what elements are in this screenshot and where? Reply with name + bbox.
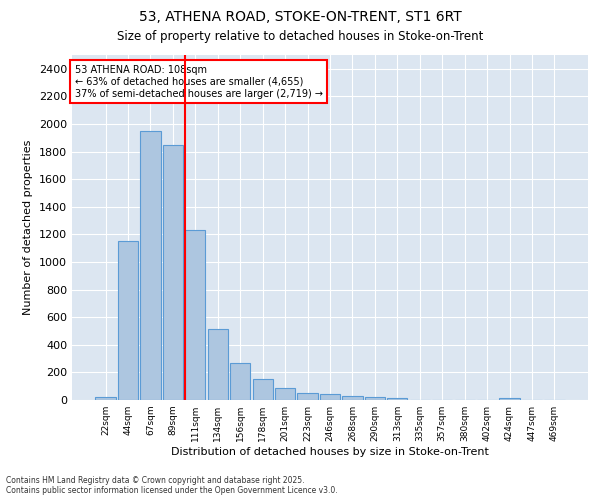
Bar (275, 388, 295, 400)
Bar (208, 329, 228, 400)
Bar (343, 396, 362, 400)
Text: Size of property relative to detached houses in Stoke-on-Trent: Size of property relative to detached ho… (117, 30, 483, 43)
Bar (365, 397, 385, 400)
Bar (118, 240, 138, 400)
Bar (298, 393, 317, 400)
Text: Contains HM Land Registry data © Crown copyright and database right 2025.
Contai: Contains HM Land Registry data © Crown c… (6, 476, 338, 495)
Bar (95, 396, 116, 400)
Text: 53 ATHENA ROAD: 108sqm
← 63% of detached houses are smaller (4,655)
37% of semi-: 53 ATHENA ROAD: 108sqm ← 63% of detached… (74, 66, 323, 98)
Bar (320, 394, 340, 400)
Y-axis label: Number of detached properties: Number of detached properties (23, 140, 34, 315)
X-axis label: Distribution of detached houses by size in Stoke-on-Trent: Distribution of detached houses by size … (171, 447, 489, 457)
Bar (140, 131, 161, 400)
Bar (499, 398, 520, 400)
Bar (387, 398, 407, 400)
Bar (253, 378, 273, 400)
Bar (163, 144, 183, 400)
Bar (185, 230, 205, 400)
Bar (230, 362, 250, 400)
Text: 53, ATHENA ROAD, STOKE-ON-TRENT, ST1 6RT: 53, ATHENA ROAD, STOKE-ON-TRENT, ST1 6RT (139, 10, 461, 24)
